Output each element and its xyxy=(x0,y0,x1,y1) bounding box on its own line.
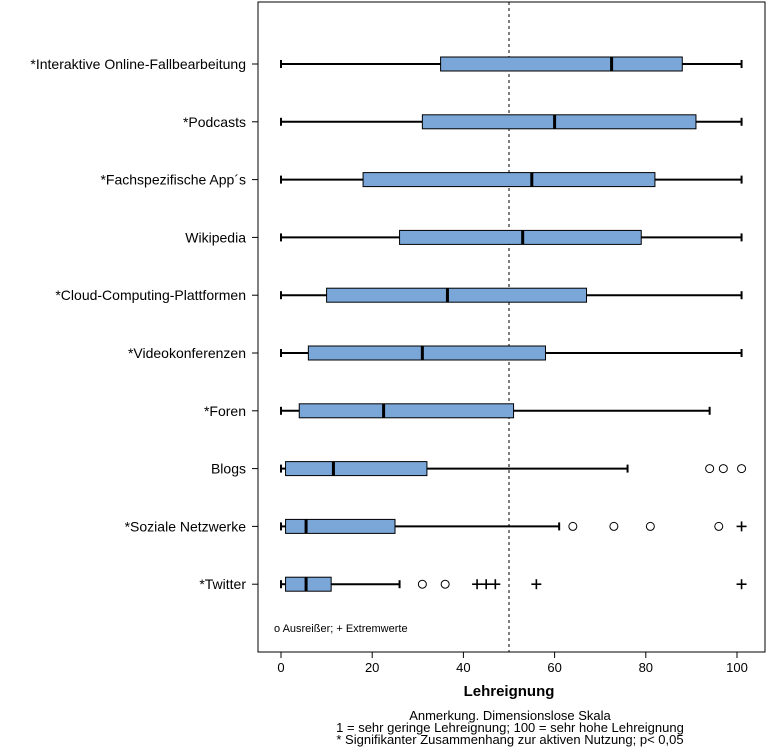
category-label: *Podcasts xyxy=(183,114,246,130)
box xyxy=(399,229,642,245)
outlier-point xyxy=(714,521,724,531)
note-line: 1 = sehr geringe Lehreignung; 100 = sehr… xyxy=(336,720,684,735)
category-label: *Fachspezifische App´s xyxy=(100,172,246,188)
box xyxy=(285,576,332,592)
outlier-point xyxy=(645,521,655,531)
legend-text: o Ausreißer; + Extremwerte xyxy=(274,623,408,635)
box-row: *Foren xyxy=(204,403,711,419)
category-label: *Twitter xyxy=(199,576,246,592)
plot-frame xyxy=(257,1,766,653)
box-row: Blogs xyxy=(211,461,747,477)
box-row: *Interaktive Online-Fallbearbeitung xyxy=(30,56,743,72)
outlier-point xyxy=(440,579,450,589)
box-row: *Videokonferenzen xyxy=(128,345,743,361)
x-tick-label: 100 xyxy=(726,660,748,675)
box-row: *Podcasts xyxy=(183,114,743,130)
category-label: Wikipedia xyxy=(185,229,246,245)
x-tick-label: 80 xyxy=(639,660,653,675)
box xyxy=(285,518,396,534)
outlier-point xyxy=(718,464,728,474)
box xyxy=(362,172,656,188)
chart-notes: Anmerkung. Dimensionslose Skala 1 = sehr… xyxy=(260,708,760,747)
category-label: *Interaktive Online-Fallbearbeitung xyxy=(30,56,246,72)
box xyxy=(440,56,683,72)
category-label: *Cloud-Computing-Plattformen xyxy=(55,287,246,303)
box-row: *Twitter xyxy=(199,576,747,592)
x-tick-label: 40 xyxy=(456,660,470,675)
box xyxy=(307,345,546,361)
box-row: *Cloud-Computing-Plattformen xyxy=(55,287,743,303)
box-row: *Fachspezifische App´s xyxy=(100,172,743,188)
box xyxy=(285,461,428,477)
note-line: Anmerkung. Dimensionslose Skala xyxy=(409,708,611,723)
box xyxy=(326,287,588,303)
box xyxy=(421,114,697,130)
category-label: *Videokonferenzen xyxy=(128,345,246,361)
category-label: *Soziale Netzwerke xyxy=(125,518,247,534)
category-label: *Foren xyxy=(204,403,246,419)
outlier-point xyxy=(568,521,578,531)
x-tick-label: 60 xyxy=(547,660,561,675)
outlier-point xyxy=(417,579,427,589)
x-axis-label: Lehreignung xyxy=(464,683,555,700)
outlier-point xyxy=(609,521,619,531)
box-row: Wikipedia xyxy=(185,229,743,245)
outlier-point xyxy=(737,464,747,474)
box-row: *Soziale Netzwerke xyxy=(125,518,747,534)
note-line: * Signifikanter Zusammenhang zur aktiven… xyxy=(336,732,684,747)
x-tick-label: 0 xyxy=(277,660,284,675)
x-tick-label: 20 xyxy=(365,660,379,675)
outlier-point xyxy=(705,464,715,474)
category-label: Blogs xyxy=(211,461,246,477)
box xyxy=(298,403,515,419)
